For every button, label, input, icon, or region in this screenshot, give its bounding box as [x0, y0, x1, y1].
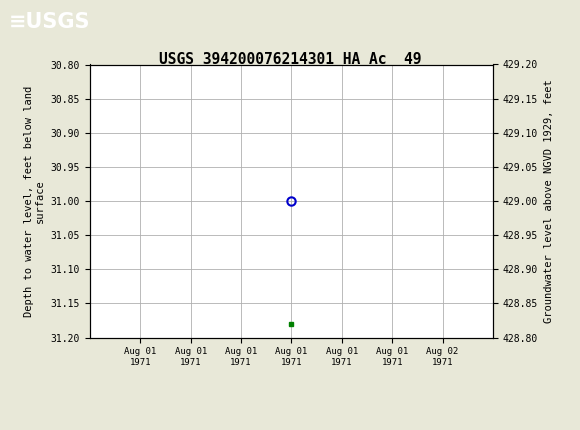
- Y-axis label: Groundwater level above NGVD 1929, feet: Groundwater level above NGVD 1929, feet: [543, 79, 553, 323]
- Text: USGS 394200076214301 HA Ac  49: USGS 394200076214301 HA Ac 49: [159, 52, 421, 67]
- Text: ≡USGS: ≡USGS: [9, 12, 90, 32]
- Y-axis label: Depth to water level, feet below land
surface: Depth to water level, feet below land su…: [24, 86, 45, 316]
